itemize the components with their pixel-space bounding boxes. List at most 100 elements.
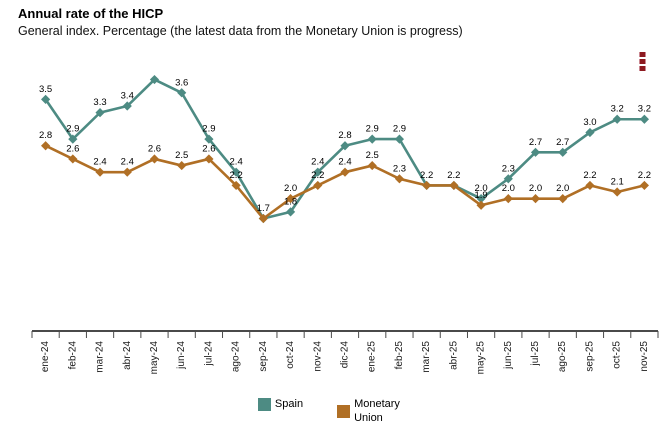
data-point-marker: [585, 180, 595, 191]
x-axis-label: jun-24: [176, 341, 187, 370]
data-point-marker: [394, 134, 405, 144]
data-point-marker: [95, 108, 105, 118]
data-point-marker: [149, 74, 160, 85]
data-point-label: 2.9: [366, 124, 379, 135]
kebab-dot: [640, 59, 645, 64]
x-axis-label: nov-24: [312, 341, 323, 372]
data-point-marker: [258, 213, 268, 224]
x-axis-label: abr-25: [448, 341, 459, 370]
data-point-marker: [122, 101, 132, 111]
data-point-marker: [204, 134, 214, 144]
data-point-label: 2.1: [611, 177, 624, 188]
x-axis-label: jun-25: [503, 341, 514, 370]
data-point-marker: [612, 187, 622, 197]
data-point-label: 3.4: [121, 91, 134, 102]
data-point-label: 2.8: [338, 130, 351, 141]
legend-item-spain[interactable]: Spain: [257, 398, 303, 412]
data-point-label: 2.0: [556, 183, 569, 194]
x-axis-label: feb-24: [67, 341, 78, 370]
data-point-label: 2.5: [366, 150, 379, 161]
data-point-label: 3.5: [39, 84, 52, 95]
data-point-label: 3.6: [175, 77, 188, 88]
data-point-label: 2.2: [311, 170, 324, 181]
x-axis-label: abr-24: [122, 341, 133, 370]
x-axis-label: sep-25: [584, 341, 595, 372]
data-point-marker: [41, 141, 51, 151]
data-point-marker: [367, 134, 377, 144]
data-point-marker: [639, 180, 649, 191]
data-point-label: 2.9: [66, 124, 79, 135]
data-point-marker: [231, 180, 241, 191]
kebab-menu-icon[interactable]: [640, 52, 647, 71]
x-axis-label: oct-25: [612, 341, 623, 369]
data-point-label: 2.7: [556, 137, 569, 148]
data-point-label: 2.6: [202, 143, 215, 154]
data-point-label: 2.9: [393, 124, 406, 135]
data-point-marker: [585, 127, 595, 138]
x-axis-label: oct-24: [285, 341, 296, 369]
data-point-label: 1.9: [474, 190, 487, 201]
data-point-marker: [340, 141, 350, 151]
data-point-marker: [68, 134, 78, 144]
data-point-marker: [285, 194, 296, 204]
data-point-marker: [204, 154, 214, 164]
data-point-marker: [149, 154, 160, 164]
data-point-label: 2.0: [529, 183, 542, 194]
data-point-marker: [422, 180, 432, 191]
data-point-marker: [530, 194, 541, 204]
data-point-label: 2.9: [202, 124, 215, 135]
data-point-label: 2.2: [447, 170, 460, 181]
data-point-marker: [122, 167, 132, 177]
data-point-label: 2.2: [638, 170, 651, 181]
x-axis-label: nov-25: [639, 341, 650, 372]
data-point-marker: [340, 167, 350, 177]
data-point-label: 2.3: [502, 163, 515, 174]
data-point-label: 2.4: [338, 157, 351, 168]
kebab-dot: [640, 66, 645, 71]
data-point-marker: [313, 180, 323, 191]
x-axis-label: ene-24: [40, 341, 51, 373]
chart-subtitle: General index. Percentage (the latest da…: [18, 24, 463, 39]
data-point-marker: [285, 207, 296, 217]
data-point-label: 2.2: [583, 170, 596, 181]
x-axis-label: mar-25: [421, 341, 432, 373]
data-point-label: 2.3: [393, 163, 406, 174]
x-axis-label: ago-25: [557, 341, 568, 373]
data-point-marker: [367, 160, 377, 171]
data-point-label: 2.2: [230, 170, 243, 181]
data-point-label: 2.4: [121, 157, 134, 168]
data-point-label: 1.8: [284, 196, 297, 207]
x-axis-label: dic-24: [340, 341, 351, 369]
data-point-marker: [177, 88, 187, 98]
kebab-dot: [640, 52, 645, 57]
data-point-label: 2.5: [175, 150, 188, 161]
data-point-label: 2.4: [230, 157, 243, 168]
data-point-label: 3.3: [93, 97, 106, 108]
legend-label-monetary-union: Monetary Union: [354, 398, 400, 424]
x-axis-label: may-25: [476, 341, 487, 375]
data-point-label: 3.2: [611, 104, 624, 115]
data-point-label: 1.7: [257, 203, 270, 214]
data-point-marker: [639, 114, 649, 124]
data-point-label: 2.0: [502, 183, 515, 194]
data-point-marker: [558, 147, 568, 157]
data-point-label: 3.0: [583, 117, 596, 128]
x-axis-label: jul-25: [530, 341, 541, 367]
chart-header: Annual rate of the HICP General index. P…: [18, 6, 636, 40]
data-point-label: 2.6: [148, 143, 161, 154]
data-point-marker: [558, 194, 568, 204]
data-point-marker: [231, 167, 241, 177]
data-point-marker: [68, 154, 78, 164]
data-point-marker: [476, 200, 486, 210]
legend-item-monetary-union[interactable]: Monetary Union: [337, 398, 408, 426]
data-point-label: 2.4: [93, 157, 106, 168]
x-axis-label: feb-25: [394, 341, 405, 370]
data-point-marker: [449, 180, 459, 191]
data-point-label: 2.0: [474, 183, 487, 194]
data-point-label: 2.0: [284, 183, 297, 194]
x-axis-label: mar-24: [95, 341, 106, 373]
chart-title: Annual rate of the HICP: [18, 6, 164, 21]
data-point-marker: [612, 114, 622, 124]
